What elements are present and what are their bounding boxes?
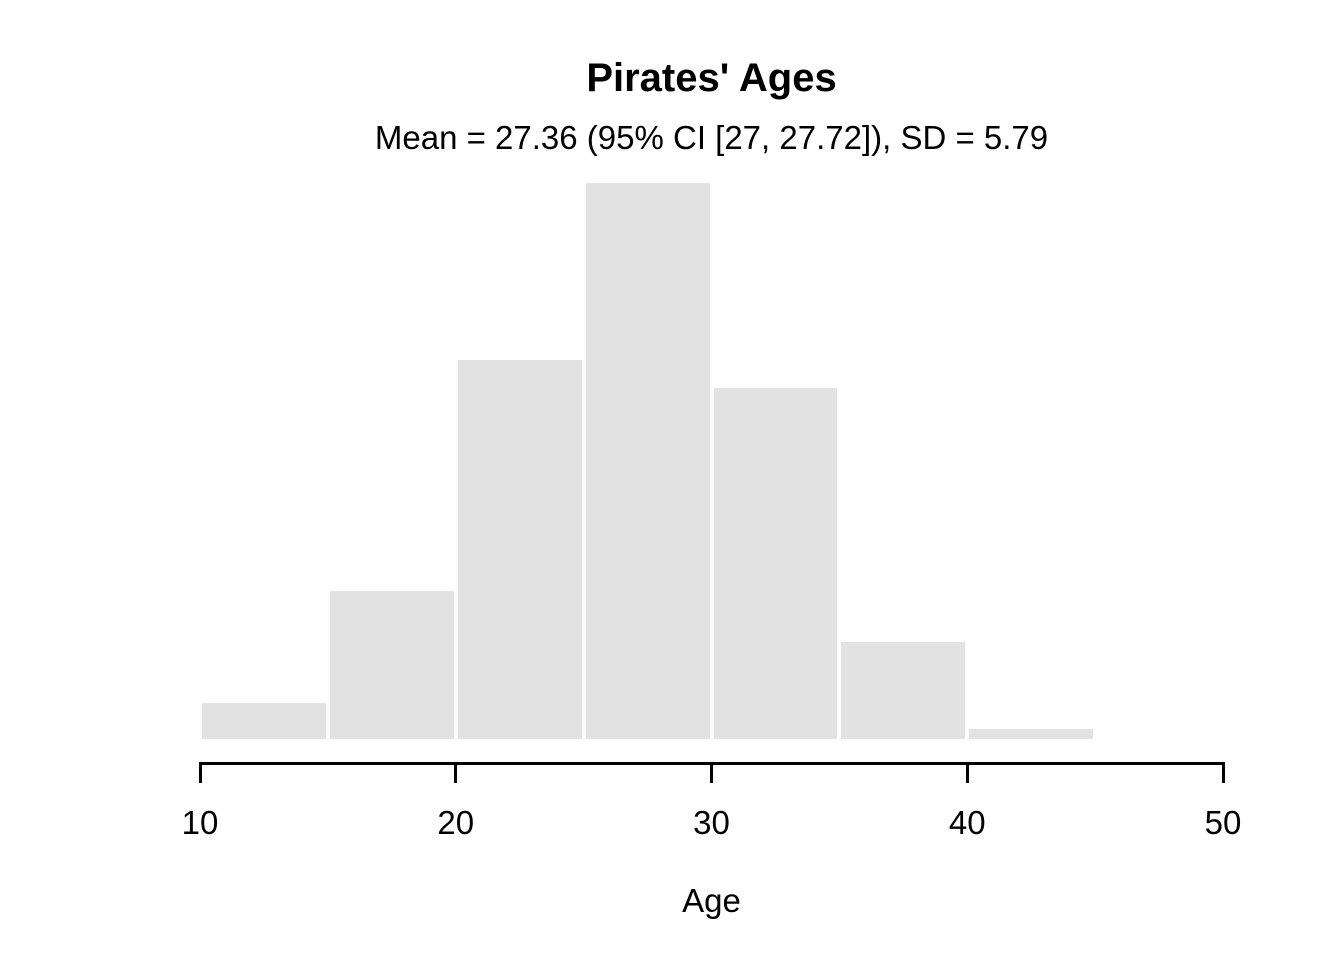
- x-axis-tick-label: 10: [181, 804, 219, 841]
- histogram-bar: [455, 357, 584, 741]
- histogram-bar: [583, 181, 712, 741]
- x-axis-tick: [454, 763, 458, 783]
- histogram-bar: [967, 727, 1096, 741]
- x-axis-tick: [198, 763, 202, 783]
- chart-title: Pirates' Ages: [586, 56, 837, 100]
- x-axis-tick: [710, 763, 713, 783]
- histogram-bar: [327, 589, 456, 741]
- histogram-bar: [200, 701, 328, 741]
- x-axis-tick-label: 20: [437, 804, 475, 841]
- x-axis-tick-label: 30: [693, 804, 730, 841]
- x-axis-tick-label: 50: [1204, 804, 1242, 841]
- histogram-bar: [839, 640, 968, 741]
- x-axis-tick: [965, 763, 969, 783]
- histogram-bar: [711, 385, 840, 741]
- x-axis-tick-label: 40: [948, 804, 986, 841]
- x-axis-label: Age: [682, 882, 741, 919]
- chart-subtitle: Mean = 27.36 (95% CI [27, 27.72]), SD = …: [374, 119, 1049, 156]
- x-axis-tick: [1221, 763, 1225, 783]
